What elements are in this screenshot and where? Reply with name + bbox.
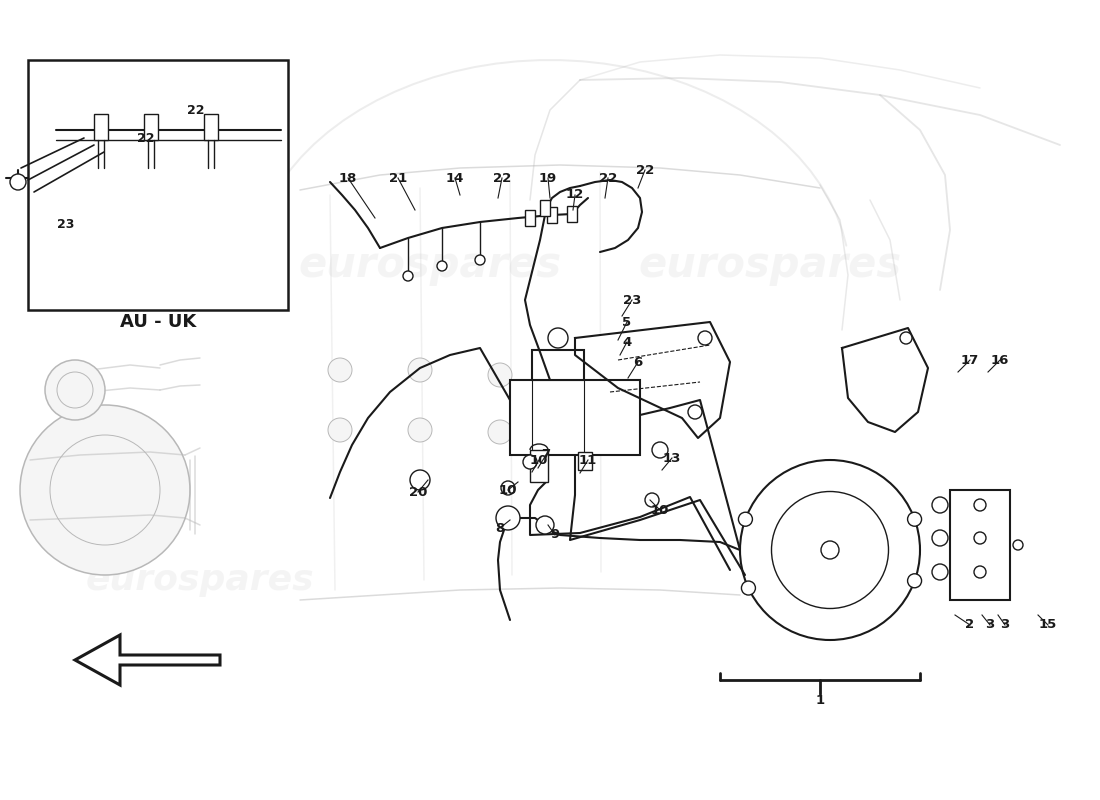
Text: 2: 2 [966, 618, 975, 631]
Bar [530, 450, 548, 482]
Text: 23: 23 [57, 218, 75, 231]
Circle shape [974, 566, 986, 578]
Text: eurospares: eurospares [298, 244, 562, 286]
Text: 10: 10 [530, 454, 548, 466]
Text: 21: 21 [389, 171, 407, 185]
Circle shape [488, 363, 512, 387]
Circle shape [408, 418, 432, 442]
Text: 10: 10 [651, 503, 669, 517]
Circle shape [932, 530, 948, 546]
Circle shape [328, 418, 352, 442]
Bar [566, 206, 578, 222]
Circle shape [10, 174, 26, 190]
Bar [204, 114, 218, 140]
Text: 18: 18 [339, 171, 358, 185]
Text: 16: 16 [991, 354, 1009, 366]
Circle shape [410, 470, 430, 490]
Circle shape [688, 405, 702, 419]
Text: 12: 12 [565, 189, 584, 202]
Text: 22: 22 [636, 163, 654, 177]
Bar [525, 210, 535, 226]
Bar [540, 200, 550, 216]
Text: 22: 22 [187, 103, 205, 117]
Circle shape [738, 512, 752, 526]
Text: eurospares: eurospares [86, 563, 315, 597]
Circle shape [908, 574, 922, 588]
Text: 14: 14 [446, 171, 464, 185]
Text: 3: 3 [986, 618, 994, 631]
Circle shape [20, 405, 190, 575]
Text: 5: 5 [623, 315, 631, 329]
Circle shape [408, 358, 432, 382]
Text: 6: 6 [634, 355, 642, 369]
Bar [578, 452, 592, 470]
Circle shape [437, 261, 447, 271]
Circle shape [403, 271, 412, 281]
Circle shape [698, 331, 712, 345]
Text: 9: 9 [550, 529, 560, 542]
Text: 23: 23 [623, 294, 641, 306]
Circle shape [974, 499, 986, 511]
Bar [94, 114, 108, 140]
Circle shape [741, 581, 756, 595]
Polygon shape [575, 322, 730, 438]
Text: 22: 22 [493, 171, 512, 185]
Polygon shape [75, 635, 220, 685]
Bar [510, 380, 640, 455]
Circle shape [740, 460, 920, 640]
Text: 15: 15 [1038, 618, 1057, 631]
Circle shape [652, 442, 668, 458]
Circle shape [932, 564, 948, 580]
Circle shape [908, 512, 922, 526]
Circle shape [496, 506, 520, 530]
Circle shape [1013, 540, 1023, 550]
Text: 4: 4 [623, 335, 631, 349]
Text: 10: 10 [498, 483, 517, 497]
Text: eurospares: eurospares [638, 244, 902, 286]
Circle shape [821, 541, 839, 559]
Text: 3: 3 [1000, 618, 1010, 631]
Text: 20: 20 [409, 486, 427, 498]
Circle shape [974, 532, 986, 544]
Text: 11: 11 [579, 454, 597, 466]
Circle shape [328, 358, 352, 382]
Text: 8: 8 [495, 522, 505, 534]
Text: 1: 1 [815, 694, 825, 706]
Text: 13: 13 [663, 451, 681, 465]
Circle shape [522, 455, 537, 469]
Circle shape [50, 435, 160, 545]
Text: 22: 22 [598, 171, 617, 185]
Circle shape [475, 255, 485, 265]
Bar [950, 490, 1010, 600]
Circle shape [900, 332, 912, 344]
Circle shape [57, 372, 94, 408]
Text: 22: 22 [138, 131, 155, 145]
Circle shape [932, 497, 948, 513]
Circle shape [536, 516, 554, 534]
Bar [547, 207, 557, 223]
Circle shape [500, 481, 515, 495]
Circle shape [548, 328, 568, 348]
Polygon shape [842, 328, 928, 432]
Circle shape [45, 360, 104, 420]
Circle shape [771, 491, 889, 609]
Bar [144, 114, 158, 140]
Text: AU - UK: AU - UK [120, 313, 196, 331]
Text: 7: 7 [541, 449, 551, 462]
Bar [28, 60, 288, 310]
Circle shape [488, 420, 512, 444]
Text: 17: 17 [961, 354, 979, 366]
Text: 19: 19 [539, 171, 557, 185]
Circle shape [645, 493, 659, 507]
Bar [532, 350, 584, 380]
